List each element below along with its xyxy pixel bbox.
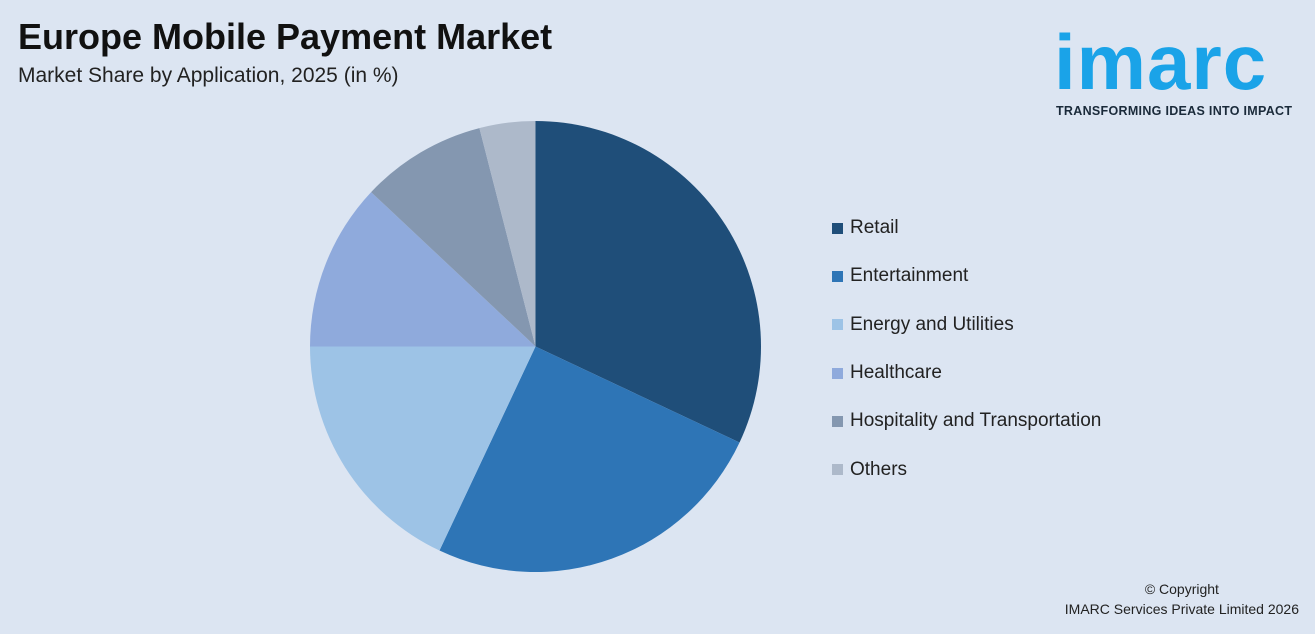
legend-label: Energy and Utilities [850,313,1014,335]
pie-slice-healthcare [310,192,536,347]
legend-item: Healthcare [832,349,1101,397]
chart-title: Europe Mobile Payment Market [18,16,553,57]
legend: Retail Entertainment Energy and Utilities H… [832,204,1101,494]
chart-subtitle: Market Share by Application, 2025 (in %) [18,64,399,87]
pie-slice-others [479,121,536,347]
legend-label: Others [850,458,908,480]
pie-slice-retail [535,121,761,443]
legend-swatch [832,464,843,476]
copyright-company: IMARC Services Private Limited 2026 [1064,601,1299,617]
pie-slice-energy-and-utilities [310,346,536,551]
legend-swatch [832,222,843,234]
legend-item: Retail [832,204,1101,252]
legend-item: Others [832,445,1101,493]
legend-swatch [832,319,843,331]
legend-swatch [832,367,843,379]
legend-item: Energy and Utilities [832,301,1101,349]
logo-text: imarc [1054,18,1268,106]
legend-label: Retail [850,217,899,239]
legend-label: Entertainment [850,265,969,287]
legend-label: Healthcare [850,362,942,384]
logo-tagline: TRANSFORMING IDEAS INTO IMPACT [1056,104,1293,118]
pie-slice-entertainment [439,346,740,572]
legend-item: Hospitality and Transportation [832,397,1101,445]
legend-label: Hospitality and Transportation [850,410,1102,432]
legend-swatch [832,270,843,282]
copyright: © Copyright IMARC Services Private Limit… [1065,579,1299,619]
legend-swatch [832,415,843,427]
imarc-logo: imarc TRANSFORMING IDEAS INTO IMPACT [1054,12,1306,122]
legend-item: Entertainment [832,252,1101,300]
pie-slice-hospitality-and-transportation [371,128,536,347]
copyright-label: © Copyright [1144,581,1219,597]
